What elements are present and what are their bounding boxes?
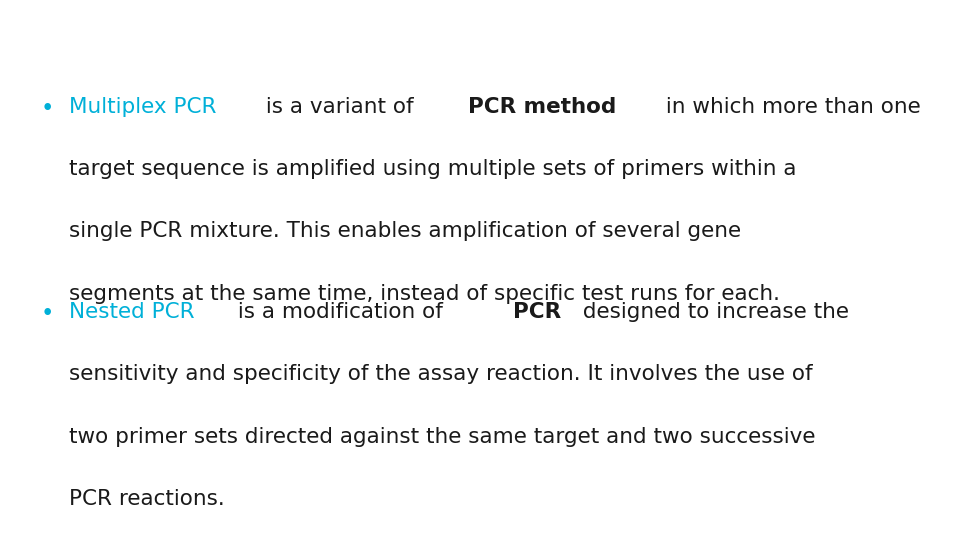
Text: PCR: PCR (514, 302, 562, 322)
Text: segments at the same time, instead of specific test runs for each.: segments at the same time, instead of sp… (69, 284, 780, 303)
Text: •: • (40, 97, 54, 120)
Text: sensitivity and specificity of the assay reaction. It involves the use of: sensitivity and specificity of the assay… (69, 364, 813, 384)
Text: designed to increase the: designed to increase the (576, 302, 849, 322)
Text: PCR reactions.: PCR reactions. (69, 489, 225, 509)
Text: in which more than one: in which more than one (660, 97, 921, 117)
Text: is a modification of: is a modification of (231, 302, 450, 322)
Text: target sequence is amplified using multiple sets of primers within a: target sequence is amplified using multi… (69, 159, 797, 179)
Text: two primer sets directed against the same target and two successive: two primer sets directed against the sam… (69, 427, 816, 447)
Text: Multiplex PCR: Multiplex PCR (69, 97, 217, 117)
Text: single PCR mixture. This enables amplification of several gene: single PCR mixture. This enables amplifi… (69, 221, 741, 241)
Text: •: • (40, 302, 54, 326)
Text: PCR method: PCR method (468, 97, 616, 117)
Text: Nested PCR: Nested PCR (69, 302, 195, 322)
Text: is a variant of: is a variant of (259, 97, 420, 117)
